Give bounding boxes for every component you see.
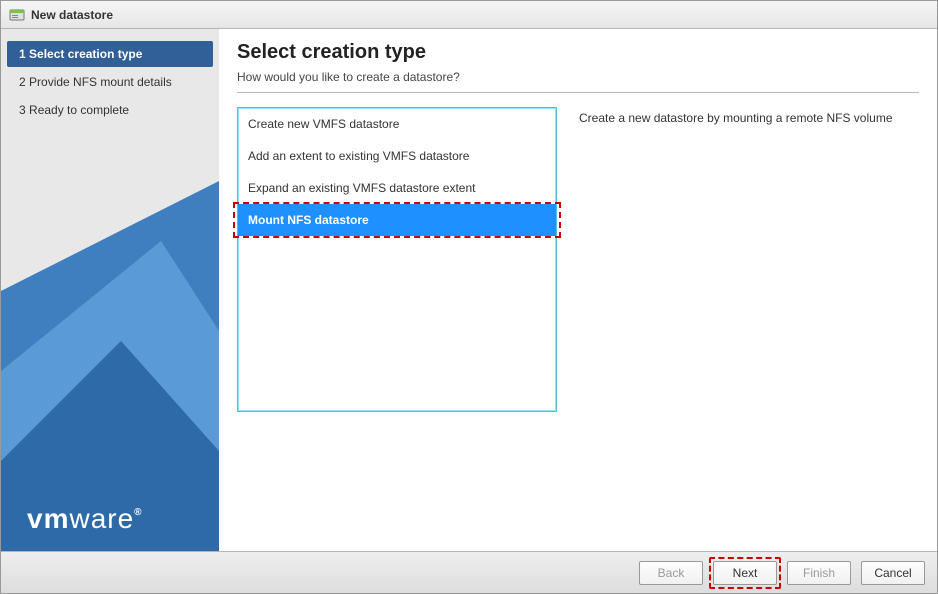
creation-type-list: Create new VMFS datastore Add an extent … (237, 107, 557, 412)
header-divider (237, 92, 919, 93)
sidebar-artwork: vmware® (1, 135, 219, 551)
vmware-logo: vmware® (27, 503, 143, 535)
step-label: Select creation type (29, 47, 142, 61)
titlebar: New datastore (1, 1, 937, 29)
page-header: Select creation type How would you like … (237, 41, 919, 84)
option-label: Mount NFS datastore (248, 213, 369, 227)
next-button-wrap: Next (713, 561, 777, 585)
wizard-step-2[interactable]: 2 Provide NFS mount details (7, 69, 213, 95)
wizard-steps: 1 Select creation type 2 Provide NFS mou… (1, 29, 219, 135)
wizard-step-3[interactable]: 3 Ready to complete (7, 97, 213, 123)
option-label: Expand an existing VMFS datastore extent (248, 181, 475, 195)
wizard-step-1[interactable]: 1 Select creation type (7, 41, 213, 67)
cancel-button[interactable]: Cancel (861, 561, 925, 585)
step-num: 1 (19, 47, 26, 61)
back-button[interactable]: Back (639, 561, 703, 585)
finish-button[interactable]: Finish (787, 561, 851, 585)
brand-light: ware (69, 503, 134, 534)
option-label: Create new VMFS datastore (248, 117, 399, 131)
step-num: 2 (19, 75, 26, 89)
step-num: 3 (19, 103, 26, 117)
option-create-vmfs[interactable]: Create new VMFS datastore (238, 108, 556, 140)
page-title: Select creation type (237, 41, 919, 64)
step-label: Ready to complete (29, 103, 129, 117)
page-subtitle: How would you like to create a datastore… (237, 70, 919, 84)
dialog-window: New datastore 1 Select creation type 2 P… (0, 0, 938, 594)
step-label: Provide NFS mount details (29, 75, 172, 89)
datastore-icon (9, 7, 25, 23)
window-title: New datastore (31, 8, 113, 22)
option-description: Create a new datastore by mounting a rem… (557, 107, 919, 543)
option-label: Add an extent to existing VMFS datastore (248, 149, 469, 163)
wizard-content: Select creation type How would you like … (219, 29, 937, 551)
brand-registered: ® (134, 507, 142, 518)
option-expand-extent[interactable]: Expand an existing VMFS datastore extent (238, 172, 556, 204)
brand-heavy: vm (27, 503, 69, 534)
option-mount-nfs[interactable]: Mount NFS datastore (238, 204, 556, 236)
main-row: Create new VMFS datastore Add an extent … (237, 107, 919, 543)
wizard-sidebar: 1 Select creation type 2 Provide NFS mou… (1, 29, 219, 551)
dialog-footer: Back Next Finish Cancel (1, 551, 937, 593)
option-panel-wrap: Create new VMFS datastore Add an extent … (237, 107, 557, 543)
option-add-extent[interactable]: Add an extent to existing VMFS datastore (238, 140, 556, 172)
dialog-body: 1 Select creation type 2 Provide NFS mou… (1, 29, 937, 551)
next-button[interactable]: Next (713, 561, 777, 585)
